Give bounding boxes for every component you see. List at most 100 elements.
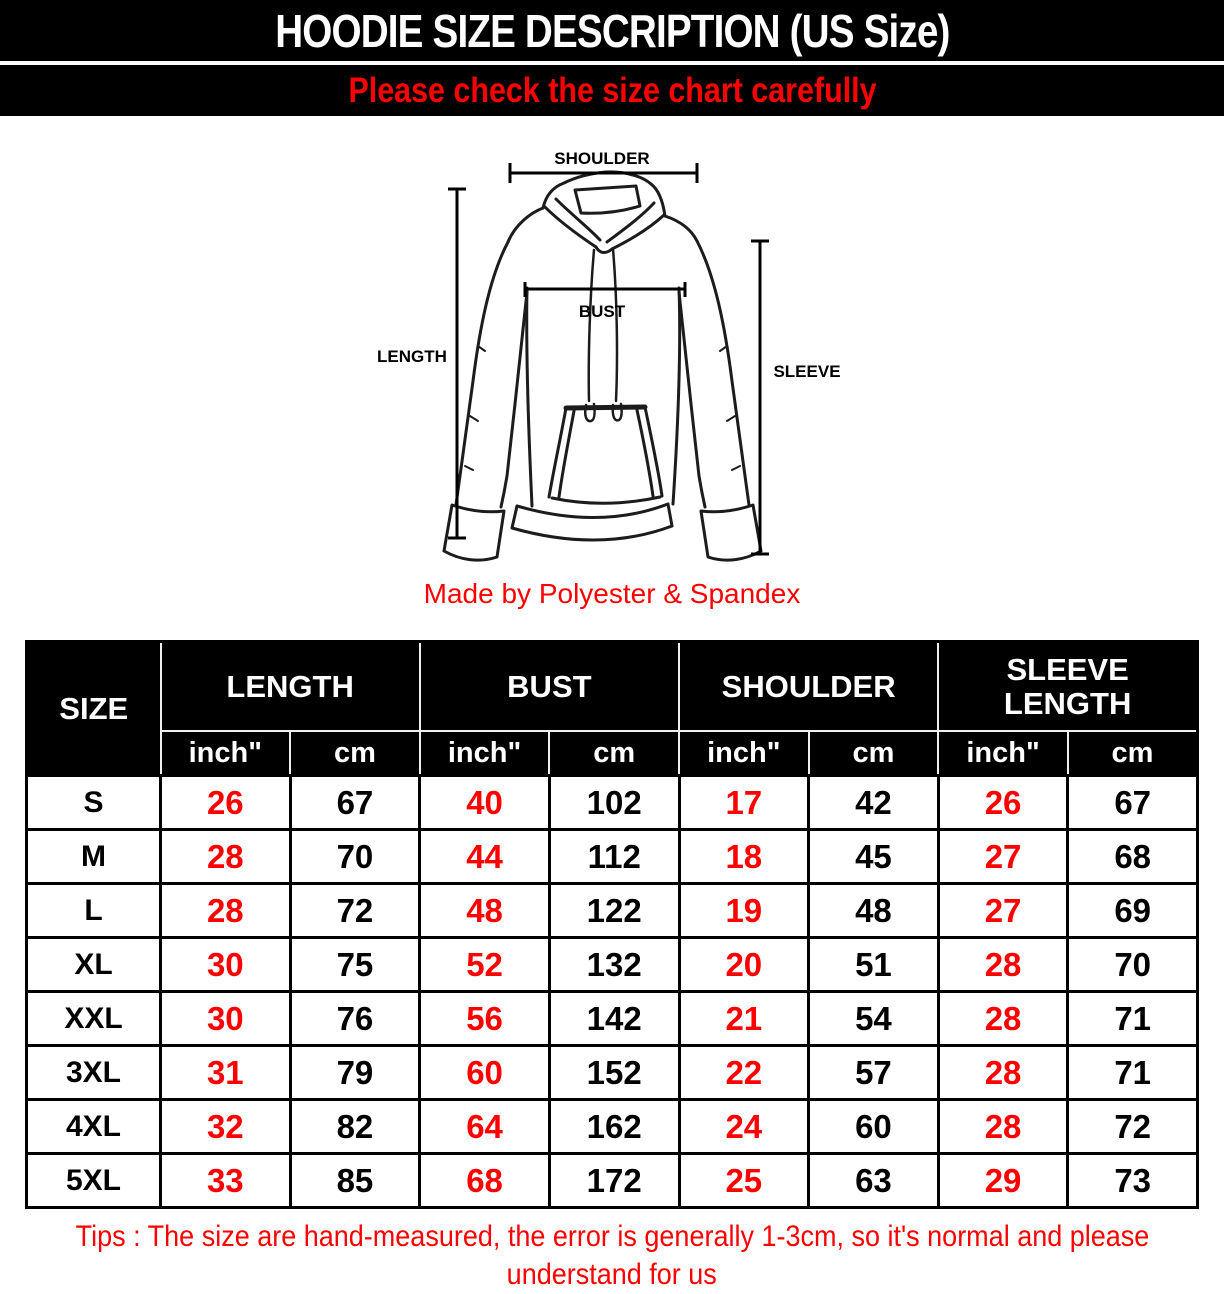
length-inch-cell: 30 [159,990,292,1047]
tips-note: Tips : The size are hand-measured, the e… [0,1218,1224,1294]
size-cell: 5XL [25,1152,162,1209]
bust-cm-cell: 132 [547,936,681,993]
sleeve-inch-cell: 28 [936,990,1070,1047]
length-cm-cell: 75 [288,936,422,993]
length-cm-cell: 70 [288,828,422,885]
length-cm-cell: 85 [288,1152,422,1209]
unit-header-cm: cm [289,730,421,777]
unit-header-cm: cm [548,730,680,777]
shoulder-cm-cell: 42 [807,774,940,831]
bust-cm-cell: 122 [547,882,681,939]
shoulder-measure-line [508,163,699,183]
size-cell: 4XL [25,1098,162,1155]
unit-header-inch: inch" [937,730,1069,777]
sleeve-cm-cell: 72 [1066,1098,1199,1155]
shoulder-cm-cell: 45 [807,828,940,885]
length-label: LENGTH [377,347,447,366]
bust-cm-cell: 142 [547,990,681,1047]
tips-line-1: Tips : The size are hand-measured, the e… [75,1220,1149,1253]
bust-inch-cell: 60 [418,1044,551,1101]
banner-divider [0,61,1224,65]
length-cm-cell: 82 [288,1098,422,1155]
bust-inch-cell: 48 [418,882,551,939]
unit-header-cm: cm [1066,730,1199,777]
column-header-sleeve-length: SLEEVE LENGTH [937,640,1199,732]
bust-cm-cell: 152 [547,1044,681,1101]
sleeve-cm-cell: 68 [1066,828,1199,885]
unit-header-inch: inch" [159,730,292,777]
sleeve-cm-cell: 71 [1066,990,1199,1047]
size-cell: L [25,882,162,939]
shoulder-cm-cell: 63 [807,1152,940,1209]
bust-inch-cell: 56 [418,990,551,1047]
size-cell: S [25,774,162,831]
shoulder-cm-cell: 60 [807,1098,940,1155]
column-header-shoulder: SHOULDER [677,640,940,732]
sleeve-inch-cell: 26 [936,774,1070,831]
hoodie-outline [442,170,763,562]
length-cm-cell: 79 [288,1044,422,1101]
kangaroo-pocket [547,404,664,505]
table-row-4xl: 4XL 32 82 64 162 24 60 28 72 [25,1098,1199,1155]
sleeve-inch-cell: 27 [936,882,1070,939]
size-cell: XXL [25,990,162,1047]
material-caption: Made by Polyester & Spandex [423,578,801,609]
shoulder-inch-cell: 21 [677,990,811,1047]
unit-header-inch: inch" [678,730,810,777]
length-inch-cell: 28 [159,828,292,885]
measurement-diagram: SHOULDER LENGTH SLEEVE BUST [0,116,1224,576]
size-cell: XL [25,936,162,993]
length-inch-cell: 33 [159,1152,292,1209]
sleeve-cm-cell: 67 [1066,774,1199,831]
tips-line-2: understand for us [506,1258,718,1291]
sleeve-inch-cell: 29 [936,1152,1070,1209]
sleeve-inch-cell: 27 [936,828,1070,885]
bust-inch-cell: 44 [418,828,551,885]
table-row-l: L 28 72 48 122 19 48 27 69 [25,882,1199,939]
table-row-5xl: 5XL 33 85 68 172 25 63 29 73 [25,1152,1199,1209]
hood-opening [573,184,642,215]
column-header-bust: BUST [418,640,681,732]
size-chart-header: SIZE LENGTH BUST SHOULDER SLEEVE LENGTH … [25,640,1199,777]
length-inch-cell: 28 [159,882,292,939]
table-row-3xl: 3XL 31 79 60 152 22 57 28 71 [25,1044,1199,1101]
sleeve-inch-cell: 28 [936,936,1070,993]
length-inch-cell: 30 [159,936,292,993]
shoulder-cm-cell: 54 [807,990,940,1047]
bust-cm-cell: 162 [547,1098,681,1155]
left-cuff [442,503,506,562]
measurement-lines [448,163,769,556]
size-cell: M [25,828,162,885]
column-header-length: LENGTH [159,640,421,732]
length-inch-cell: 32 [159,1098,292,1155]
length-cm-cell: 76 [288,990,422,1047]
size-chart-table: SIZE LENGTH BUST SHOULDER SLEEVE LENGTH … [25,640,1199,1209]
shoulder-cm-cell: 51 [807,936,940,993]
page-subtitle: Please check the size chart carefully [347,70,877,110]
unit-header-inch: inch" [418,730,551,777]
shoulder-inch-cell: 24 [677,1098,811,1155]
unit-header-cm: cm [807,730,940,777]
table-row-xxl: XXL 30 76 56 142 21 54 28 71 [25,990,1199,1047]
length-inch-cell: 31 [159,1044,292,1101]
sleeve-inch-cell: 28 [936,1098,1070,1155]
bust-inch-cell: 40 [418,774,551,831]
sleeve-cm-cell: 73 [1066,1152,1199,1209]
bust-measure-line [523,282,687,297]
shoulder-inch-cell: 17 [677,774,811,831]
length-measure-line [448,187,466,540]
shoulder-cm-cell: 57 [807,1044,940,1101]
right-cuff [699,503,763,562]
shoulder-inch-cell: 22 [677,1044,811,1101]
bust-cm-cell: 112 [547,828,681,885]
shoulder-inch-cell: 20 [677,936,811,993]
column-header-size: SIZE [25,640,162,777]
bust-inch-cell: 64 [418,1098,551,1155]
sleeve-inch-cell: 28 [936,1044,1070,1101]
sleeve-cm-cell: 70 [1066,936,1199,993]
length-inch-cell: 26 [159,774,292,831]
shoulder-inch-cell: 19 [677,882,811,939]
length-cm-cell: 72 [288,882,422,939]
bust-inch-cell: 52 [418,936,551,993]
table-row-m: M 28 70 44 112 18 45 27 68 [25,828,1199,885]
